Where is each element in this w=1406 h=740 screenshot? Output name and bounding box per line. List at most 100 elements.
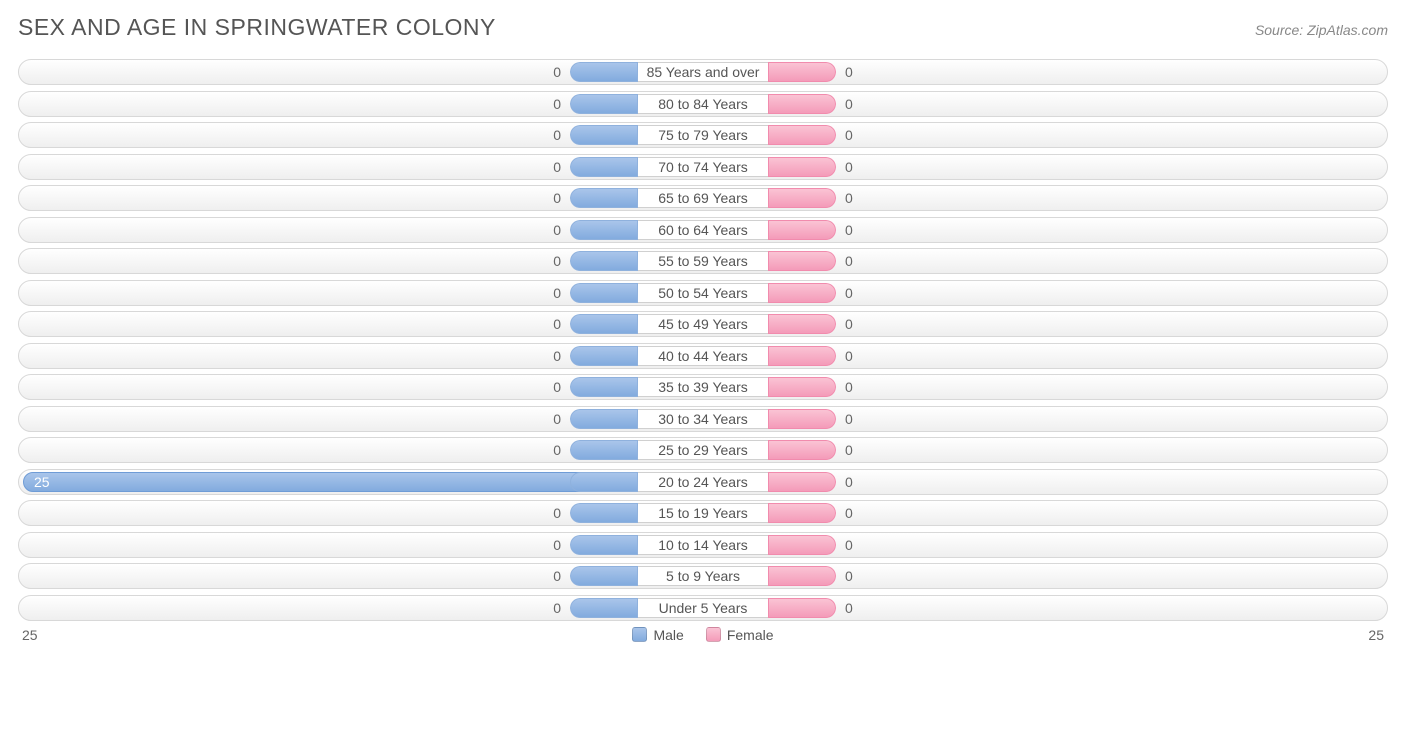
female-value-label: 0 xyxy=(845,379,853,395)
female-value-label: 0 xyxy=(845,537,853,553)
age-row: 25020 to 24 Years xyxy=(18,469,1388,495)
female-chip-icon xyxy=(768,409,836,429)
age-row: 0035 to 39 Years xyxy=(18,374,1388,400)
male-chip-icon xyxy=(570,535,638,555)
female-value-label: 0 xyxy=(845,64,853,80)
age-row-inner: 0010 to 14 Years xyxy=(19,533,1387,557)
male-value-label: 0 xyxy=(553,411,561,427)
male-chip-icon xyxy=(570,346,638,366)
chart-title: SEX AND AGE IN SPRINGWATER COLONY xyxy=(18,14,496,41)
age-label: 10 to 14 Years xyxy=(638,535,768,555)
female-chip-icon xyxy=(768,503,836,523)
male-chip-icon xyxy=(570,472,638,492)
male-value-label: 0 xyxy=(553,600,561,616)
male-chip-icon xyxy=(570,503,638,523)
age-label: 45 to 49 Years xyxy=(638,314,768,334)
male-chip-icon xyxy=(570,157,638,177)
age-chip: 65 to 69 Years xyxy=(570,188,836,208)
age-row-inner: 0055 to 59 Years xyxy=(19,249,1387,273)
male-value-label: 0 xyxy=(553,127,561,143)
age-chip: 10 to 14 Years xyxy=(570,535,836,555)
age-chip: 70 to 74 Years xyxy=(570,157,836,177)
female-chip-icon xyxy=(768,188,836,208)
age-label: 5 to 9 Years xyxy=(638,566,768,586)
age-row: 0050 to 54 Years xyxy=(18,280,1388,306)
male-chip-icon xyxy=(570,440,638,460)
female-chip-icon xyxy=(768,220,836,240)
age-row-inner: 0045 to 49 Years xyxy=(19,312,1387,336)
age-row-inner: 0 0 30 to 34 Years xyxy=(19,407,1387,431)
age-label: 25 to 29 Years xyxy=(638,440,768,460)
female-chip-icon xyxy=(768,440,836,460)
age-row-inner: 0 0 25 to 29 Years xyxy=(19,438,1387,462)
age-label: 30 to 34 Years xyxy=(638,409,768,429)
age-row-inner: 0050 to 54 Years xyxy=(19,281,1387,305)
male-value-label: 0 xyxy=(553,253,561,269)
male-value-label: 0 xyxy=(553,285,561,301)
female-value-label: 0 xyxy=(845,348,853,364)
female-chip-icon xyxy=(768,283,836,303)
age-chip: 5 to 9 Years xyxy=(570,566,836,586)
age-chip: 75 to 79 Years xyxy=(570,125,836,145)
age-row: 005 to 9 Years xyxy=(18,563,1388,589)
age-chip: 40 to 44 Years xyxy=(570,346,836,366)
age-chip: 85 Years and over xyxy=(570,62,836,82)
age-label: 55 to 59 Years xyxy=(638,251,768,271)
female-chip-icon xyxy=(768,251,836,271)
chart-footer: 25 Male Female 25 xyxy=(18,627,1388,643)
age-label: 75 to 79 Years xyxy=(638,125,768,145)
chart-container: SEX AND AGE IN SPRINGWATER COLONY Source… xyxy=(0,0,1406,740)
age-label: 70 to 74 Years xyxy=(638,157,768,177)
age-label: Under 5 Years xyxy=(638,598,768,618)
legend-female-label: Female xyxy=(727,627,774,643)
female-chip-icon xyxy=(768,566,836,586)
female-swatch-icon xyxy=(706,627,721,642)
age-row: 0 0 25 to 29 Years xyxy=(18,437,1388,463)
age-chip: 20 to 24 Years xyxy=(570,472,836,492)
age-row-inner: 0040 to 44 Years xyxy=(19,344,1387,368)
female-chip-icon xyxy=(768,125,836,145)
female-value-label: 0 xyxy=(845,127,853,143)
age-row-inner: 0 0 75 to 79 Years xyxy=(19,123,1387,147)
female-value-label: 0 xyxy=(845,316,853,332)
age-row: 0055 to 59 Years xyxy=(18,248,1388,274)
female-chip-icon xyxy=(768,157,836,177)
male-chip-icon xyxy=(570,377,638,397)
female-chip-icon xyxy=(768,314,836,334)
age-chip: 30 to 34 Years xyxy=(570,409,836,429)
male-value-label: 0 xyxy=(553,568,561,584)
age-row-inner: 0035 to 39 Years xyxy=(19,375,1387,399)
age-row: 0 0 75 to 79 Years xyxy=(18,122,1388,148)
female-chip-icon xyxy=(768,62,836,82)
age-row: 0060 to 64 Years xyxy=(18,217,1388,243)
age-label: 40 to 44 Years xyxy=(638,346,768,366)
female-value-label: 0 xyxy=(845,505,853,521)
female-chip-icon xyxy=(768,94,836,114)
female-value-label: 0 xyxy=(845,442,853,458)
age-row: 0015 to 19 Years xyxy=(18,500,1388,526)
age-label: 20 to 24 Years xyxy=(638,472,768,492)
female-value-label: 0 xyxy=(845,411,853,427)
age-row-inner: 0070 to 74 Years xyxy=(19,155,1387,179)
male-value-label: 0 xyxy=(553,379,561,395)
legend-male: Male xyxy=(632,627,683,643)
age-row: 0010 to 14 Years xyxy=(18,532,1388,558)
axis-left-label: 25 xyxy=(22,627,38,643)
age-row: 0080 to 84 Years xyxy=(18,91,1388,117)
male-value-label: 0 xyxy=(553,442,561,458)
male-value-label: 0 xyxy=(553,222,561,238)
male-chip-icon xyxy=(570,598,638,618)
age-row-inner: 0085 Years and over xyxy=(19,60,1387,84)
male-value-label: 0 xyxy=(553,159,561,175)
female-chip-icon xyxy=(768,377,836,397)
age-chip: 80 to 84 Years xyxy=(570,94,836,114)
chart-area: 0085 Years and over0080 to 84 Years0075 … xyxy=(18,59,1388,621)
chart-header: SEX AND AGE IN SPRINGWATER COLONY Source… xyxy=(18,14,1388,41)
legend-male-label: Male xyxy=(653,627,683,643)
age-label: 50 to 54 Years xyxy=(638,283,768,303)
male-chip-icon xyxy=(570,314,638,334)
male-chip-icon xyxy=(570,125,638,145)
age-label: 60 to 64 Years xyxy=(638,220,768,240)
age-row: 0040 to 44 Years xyxy=(18,343,1388,369)
age-row-inner: 005 to 9 Years xyxy=(19,564,1387,588)
